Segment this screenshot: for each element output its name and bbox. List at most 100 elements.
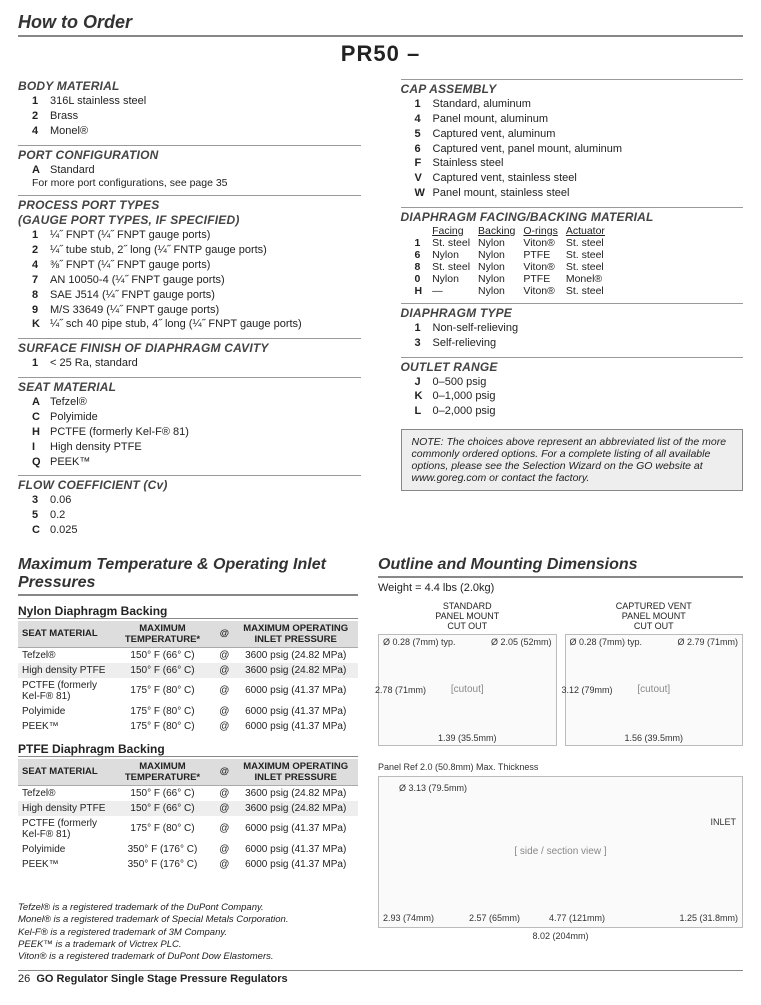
trademark-line: PEEK™ is a trademark of Victrex PLC. [18, 939, 358, 951]
option-code: 1 [415, 97, 433, 112]
option-row: 2¼˝ tube stub, 2˝ long (¼˝ FNTP gauge po… [18, 243, 361, 258]
option-text: ¼˝ tube stub, 2˝ long (¼˝ FNTP gauge por… [50, 243, 361, 258]
dim-annotation: Ø 2.05 (52mm) [491, 637, 552, 647]
option-row: 1Standard, aluminum [401, 97, 744, 112]
option-text: Captured vent, panel mount, aluminum [433, 142, 744, 157]
page-number: 26 [18, 973, 30, 985]
option-row: QPEEK™ [18, 455, 361, 470]
option-text: Monel® [50, 124, 361, 139]
option-row: 8SAE J514 (¼˝ FNPT gauge ports) [18, 288, 361, 303]
group-label: FLOW COEFFICIENT (Cv) [18, 475, 361, 492]
dim-477: 4.77 (121mm) [549, 913, 605, 923]
option-text: Captured vent, stainless steel [433, 171, 744, 186]
option-text: 0–500 psig [433, 375, 744, 390]
table-cell: PEEK™ [18, 857, 110, 872]
table-cell: 6000 psig (41.37 MPa) [233, 719, 358, 734]
option-code: 1 [32, 356, 50, 371]
table-cell: H [415, 285, 433, 297]
option-code: 4 [415, 112, 433, 127]
panel-ref-note: Panel Ref 2.0 (50.8mm) Max. Thickness [378, 762, 743, 772]
table-title: PTFE Diaphragm Backing [18, 742, 358, 757]
option-row: WPanel mount, stainless steel [401, 186, 744, 201]
table-row: Tefzel®150° F (66° C)@3600 psig (24.82 M… [18, 785, 358, 801]
cutout-block: STANDARD PANEL MOUNT CUT OUT[cutout]Ø 0.… [378, 602, 557, 746]
option-code: 8 [32, 288, 50, 303]
option-code: 9 [32, 303, 50, 318]
table-row: PEEK™350° F (176° C)@6000 psig (41.37 MP… [18, 857, 358, 872]
table-header: SEAT MATERIAL [18, 621, 110, 648]
table-cell: 175° F (80° C) [110, 678, 216, 704]
dim-annotation: 3.12 (79mm) [562, 685, 613, 695]
table-title: Nylon Diaphragm Backing [18, 604, 358, 619]
option-code: C [32, 410, 50, 425]
option-row: 6Captured vent, panel mount, aluminum [401, 142, 744, 157]
table-cell: 150° F (66° C) [110, 647, 216, 663]
trademark-line: Monel® is a registered trademark of Spec… [18, 914, 358, 926]
table-row: PEEK™175° F (80° C)@6000 psig (41.37 MPa… [18, 719, 358, 734]
diagram-label: [cutout] [451, 684, 484, 695]
option-code: Q [32, 455, 50, 470]
table-cell: 175° F (80° C) [110, 719, 216, 734]
table-cell: 6 [415, 249, 433, 261]
table-cell: Viton® [523, 261, 565, 273]
outline-dims-title: Outline and Mounting Dimensions [378, 556, 743, 578]
option-text: 0–2,000 psig [433, 404, 744, 419]
option-row: 50.2 [18, 508, 361, 523]
option-row: 1¼˝ FNPT (¼˝ FNPT gauge ports) [18, 228, 361, 243]
table-cell: PTFE [523, 249, 565, 261]
option-code: C [32, 523, 50, 538]
table-cell: PEEK™ [18, 719, 110, 734]
table-cell: St. steel [566, 285, 613, 297]
group-label: DIAPHRAGM TYPE [401, 303, 744, 320]
table-cell: 8 [415, 261, 433, 273]
table-row: High density PTFE150° F (66° C)@3600 psi… [18, 663, 358, 678]
option-code: 5 [32, 508, 50, 523]
trademark-line: Kel-F® is a registered trademark of 3M C… [18, 927, 358, 939]
option-code: 4 [32, 124, 50, 139]
option-row: 4Monel® [18, 124, 361, 139]
option-text: 0.2 [50, 508, 361, 523]
facing-table: FacingBackingO-ringsActuator1St. steelNy… [415, 225, 613, 297]
dim-annotation: Ø 0.28 (7mm) typ. [570, 637, 643, 647]
table-cell: St. steel [432, 261, 478, 273]
table-row: Tefzel®150° F (66° C)@3600 psig (24.82 M… [18, 647, 358, 663]
table-cell: 6000 psig (41.37 MPa) [233, 842, 358, 857]
table-cell: 150° F (66° C) [110, 785, 216, 801]
option-code: 1 [415, 321, 433, 336]
table-cell: St. steel [566, 261, 613, 273]
table-cell: 3600 psig (24.82 MPa) [233, 663, 358, 678]
option-text: Captured vent, aluminum [433, 127, 744, 142]
table-cell: Polyimide [18, 704, 110, 719]
table-cell: @ [215, 842, 233, 857]
dim-802: 8.02 (204mm) [532, 931, 588, 941]
option-code: V [415, 171, 433, 186]
trademark-line: Tefzel® is a registered trademark of the… [18, 902, 358, 914]
option-text: PCTFE (formerly Kel-F® 81) [50, 425, 361, 440]
table-header: @ [215, 759, 233, 786]
table-header: Actuator [566, 225, 613, 237]
table-header: SEAT MATERIAL [18, 759, 110, 786]
option-code: H [32, 425, 50, 440]
table-cell: 1 [415, 237, 433, 249]
option-text: 0–1,000 psig [433, 389, 744, 404]
weight-text: Weight = 4.4 lbs (2.0kg) [378, 582, 743, 594]
trademark-line: Viton® is a registered trademark of DuPo… [18, 951, 358, 963]
table-cell: 150° F (66° C) [110, 663, 216, 678]
table-header [415, 225, 433, 237]
table-cell: PCTFE (formerly Kel-F® 81) [18, 678, 110, 704]
table-cell: Nylon [478, 261, 523, 273]
option-text: PEEK™ [50, 455, 361, 470]
table-cell: @ [215, 719, 233, 734]
option-row: AStandard [18, 163, 361, 178]
table-cell: St. steel [566, 249, 613, 261]
table-cell: 175° F (80° C) [110, 704, 216, 719]
table-header: MAXIMUM OPERATING INLET PRESSURE [233, 621, 358, 648]
table-header: MAXIMUM TEMPERATURE* [110, 759, 216, 786]
option-row: L0–2,000 psig [401, 404, 744, 419]
table-row: 1St. steelNylonViton®St. steel [415, 237, 613, 249]
model-code: PR50 – [18, 41, 743, 67]
dim-annotation: Ø 0.28 (7mm) typ. [383, 637, 456, 647]
dim-257: 2.57 (65mm) [469, 913, 520, 923]
table-header: MAXIMUM TEMPERATURE* [110, 621, 216, 648]
data-table: SEAT MATERIALMAXIMUM TEMPERATURE*@MAXIMU… [18, 759, 358, 872]
